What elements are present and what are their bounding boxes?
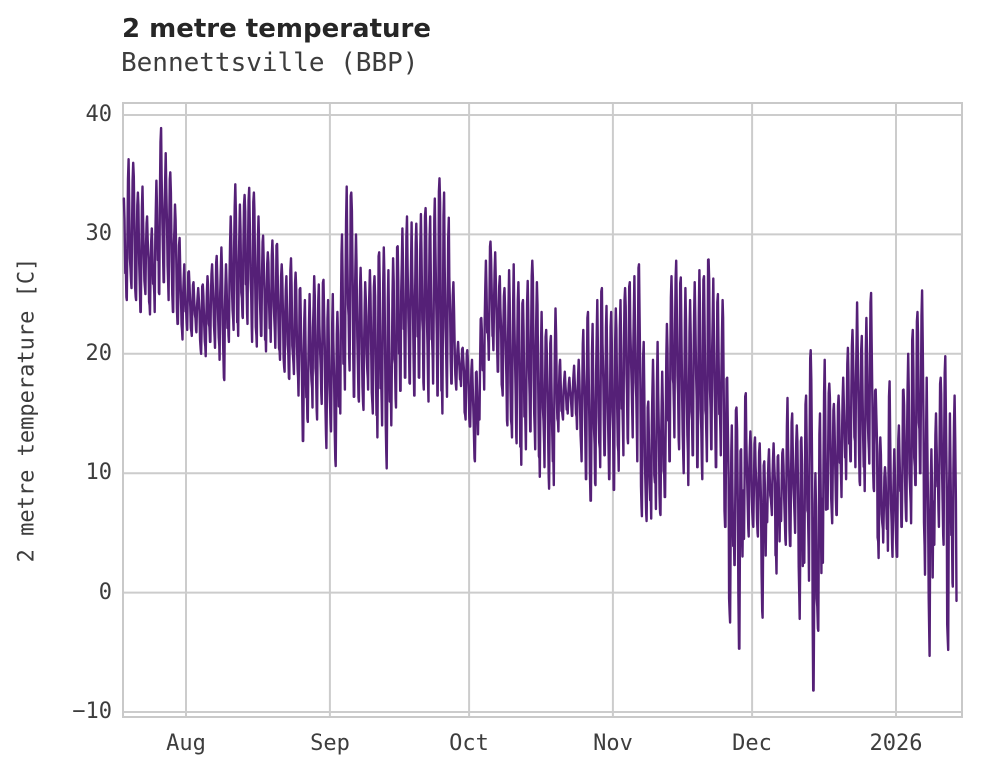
x-tick-label: Dec [732,731,772,756]
y-tick-label: −10 [72,699,112,724]
x-tick-label: Nov [593,731,633,756]
x-tick-label: Aug [166,731,206,756]
x-tick-label: 2026 [869,731,923,756]
y-tick-label: 40 [85,102,113,127]
y-tick-label: 20 [85,341,113,366]
x-tick-label: Sep [310,731,350,756]
x-tick-label: Oct [449,731,489,756]
temperature-line [122,126,958,692]
y-tick-label: 30 [85,221,113,246]
y-tick-label: 0 [98,580,112,605]
y-tick-label: 10 [85,460,113,485]
chart-title: 2 metre temperature [122,14,431,44]
chart-subtitle: Bennettsville (BBP) [121,48,419,78]
plot-border [122,102,963,718]
